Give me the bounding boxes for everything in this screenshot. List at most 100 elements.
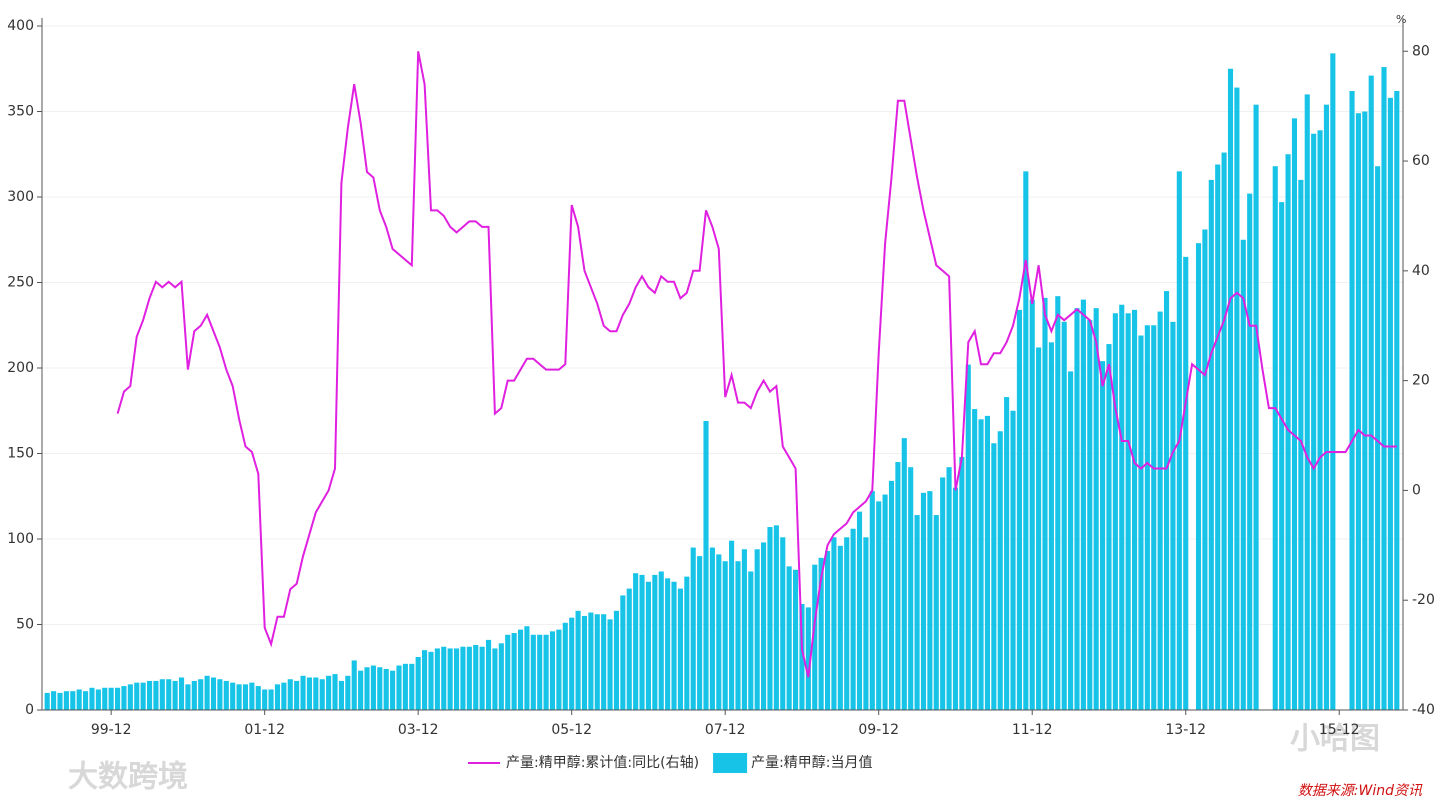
y-tick-label: 100 [7,531,34,547]
bar [1253,104,1259,710]
bar [1119,304,1125,710]
bar [780,537,786,710]
bar [607,619,613,710]
bar [230,682,236,710]
bar [933,515,939,710]
bar [249,682,255,710]
bar [1100,361,1106,710]
bar [1381,67,1387,711]
bar [1285,154,1291,710]
bar [901,438,907,710]
bar [1291,118,1298,711]
bar [383,668,389,710]
bar [1375,166,1381,711]
bar [665,578,671,710]
bar [242,684,249,710]
bar [1202,229,1208,711]
bar [633,573,639,710]
bar [895,462,901,710]
bar [434,648,440,710]
bar [537,634,543,710]
bar [882,494,888,710]
bar [575,610,581,710]
bar [460,646,466,710]
bar [1042,297,1048,710]
bar [645,581,652,710]
y-tick-label: 200 [7,360,34,376]
bar [473,645,479,710]
bar [108,687,114,710]
bar [677,588,683,710]
bar [422,650,428,710]
bar [89,687,95,710]
y-tick-label: 400 [7,18,34,34]
bar [281,682,287,710]
bar [1247,193,1253,710]
bar [1029,299,1035,710]
bar [792,569,799,710]
bar [332,674,338,710]
bar [262,689,268,710]
bar [498,643,504,710]
bar [255,686,261,710]
bar [613,610,620,710]
bar [114,687,121,710]
bar [562,622,568,710]
bar [485,639,492,710]
bar [306,677,313,710]
bar [134,682,140,710]
y-tick-label: 350 [7,104,34,120]
bar [294,680,300,710]
y-tick-label: 250 [7,275,34,291]
bar [396,665,402,710]
bar [428,651,434,710]
bar [940,477,946,710]
bar [370,665,376,710]
bar [1330,53,1336,711]
bar [76,689,82,710]
bar [1061,321,1067,710]
bar [703,421,709,710]
x-tick-label: 99-12 [91,722,132,738]
bar [127,684,133,710]
y-tick-label: 50 [16,617,34,633]
bar [223,680,229,710]
bar [1387,97,1393,710]
y2-tick-label: 40 [1412,263,1430,279]
bar [1368,75,1374,711]
bar [671,581,677,710]
bar [1323,104,1330,710]
bar [70,691,76,710]
bar [1087,320,1093,710]
bar [1048,342,1054,710]
bar [287,679,293,710]
bar [236,684,242,710]
bar [402,663,408,710]
bar [453,648,460,710]
bar [620,595,626,710]
bar [927,491,933,710]
bar [837,545,843,710]
bar [601,614,607,710]
bar [856,511,863,710]
bar [1221,152,1227,711]
bar [1279,202,1285,710]
bar [524,626,530,710]
bar [1125,313,1131,710]
y2-tick-label: 80 [1412,43,1430,59]
bar [338,680,344,710]
bar [172,680,178,710]
bar [166,679,172,710]
bar [799,603,805,710]
bar [146,680,153,710]
bar [1311,133,1317,711]
bar [178,677,185,710]
bar [831,537,837,710]
bar [741,549,747,710]
bar [1163,291,1170,710]
bar [198,679,204,710]
bar [300,675,306,710]
bar [850,528,856,710]
bar [326,675,332,710]
bar [1080,299,1086,710]
